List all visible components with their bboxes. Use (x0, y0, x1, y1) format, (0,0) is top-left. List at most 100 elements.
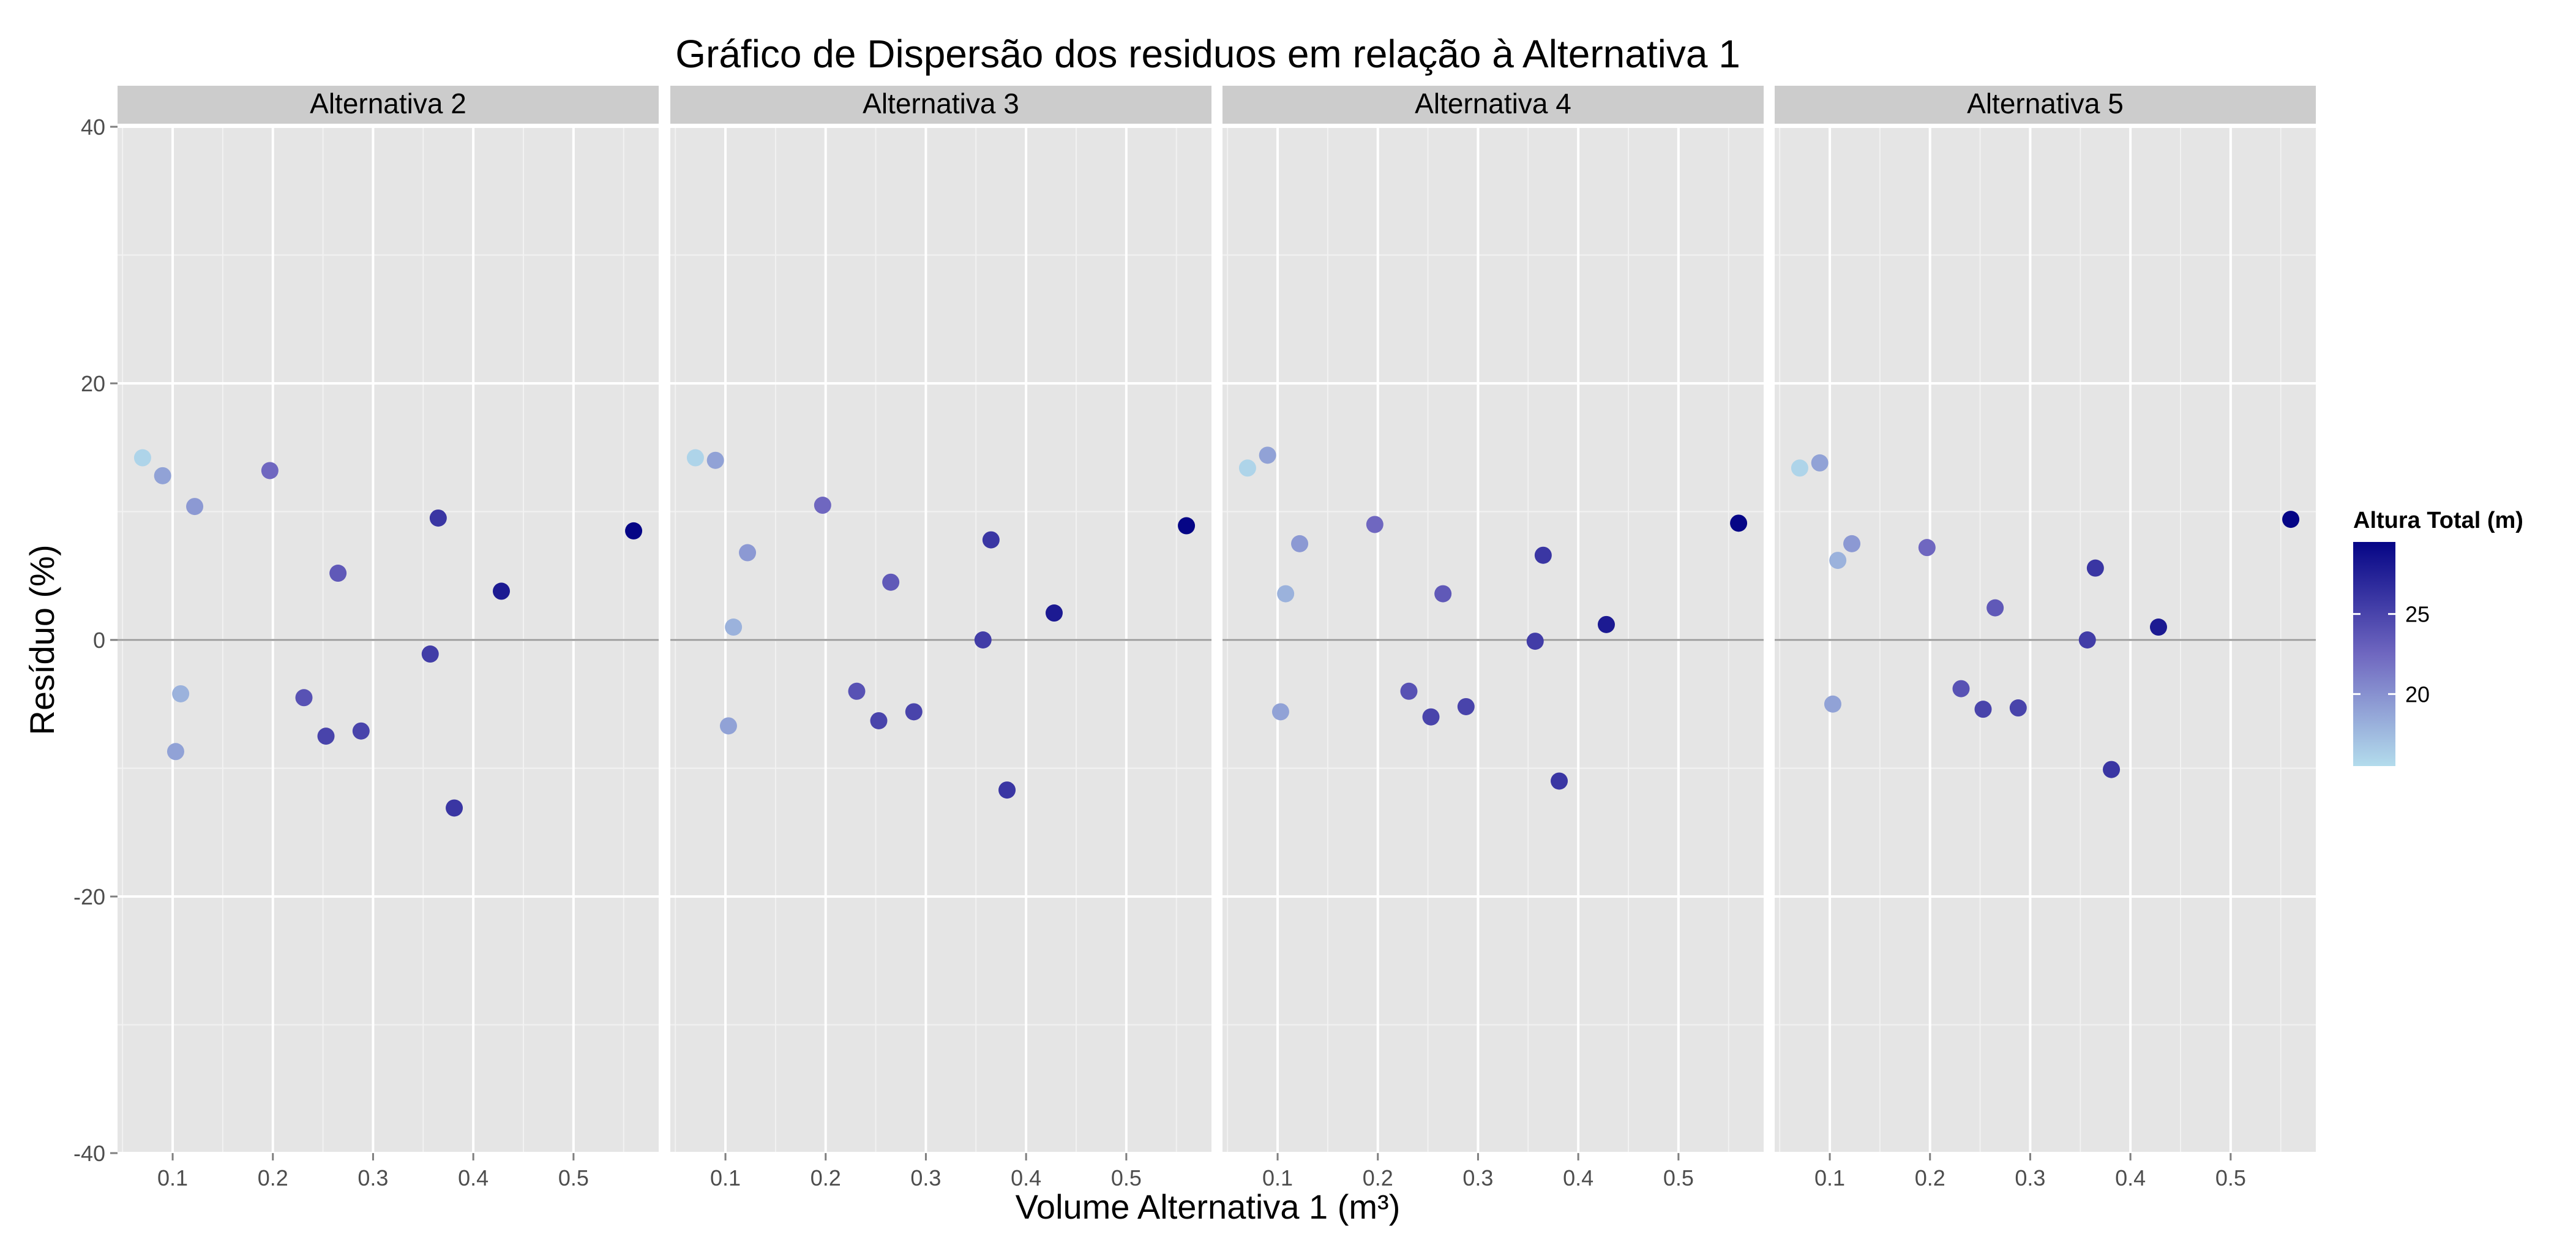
facet-panel: Alternativa 3 0.1 0.2 0.3 0.4 0.5 (670, 86, 1211, 1190)
data-point (1457, 697, 1475, 715)
data-point (848, 682, 866, 700)
x-tick-label: 0.3 (1462, 1165, 1493, 1190)
data-point (1551, 772, 1568, 790)
data-point (1434, 585, 1452, 603)
data-point (1178, 517, 1196, 535)
data-point (154, 467, 171, 484)
data-point (1829, 552, 1847, 570)
y-tick-label: 20 (81, 371, 105, 396)
x-tick-label: 0.4 (2115, 1165, 2146, 1190)
data-point (814, 497, 831, 514)
x-tick-label: 0.2 (1915, 1165, 1945, 1190)
facet-strip (1775, 86, 2316, 124)
legend-tick-label: 25 (2405, 602, 2430, 627)
data-point (1952, 680, 1970, 697)
x-tick-label: 0.2 (811, 1165, 841, 1190)
data-point (1259, 446, 1276, 464)
facet-strip-label: Alternativa 4 (1415, 88, 1571, 119)
x-tick-label: 0.1 (710, 1165, 741, 1190)
data-point (905, 703, 923, 721)
data-point (719, 717, 737, 735)
data-point (1291, 535, 1309, 552)
chart-title: Gráfico de Dispersão dos residuos em rel… (675, 32, 1740, 76)
data-point (998, 781, 1016, 799)
x-tick-label: 0.3 (2015, 1165, 2045, 1190)
y-tick-label: -20 (73, 884, 105, 909)
data-point (625, 522, 643, 540)
facet-strip (1222, 86, 1764, 124)
data-point (739, 544, 757, 562)
data-point (172, 685, 190, 702)
data-point (2078, 631, 2096, 649)
x-tick-label: 0.4 (1011, 1165, 1041, 1190)
data-point (1791, 459, 1808, 477)
data-point (1366, 516, 1383, 533)
data-point (1400, 682, 1418, 700)
data-point (1271, 703, 1289, 721)
data-point (1918, 539, 1936, 557)
data-point (974, 631, 992, 649)
legend-title: Altura Total (m) (2353, 508, 2523, 533)
facet-strip-label: Alternativa 2 (310, 88, 466, 119)
data-point (2149, 618, 2167, 636)
data-point (1811, 454, 1829, 472)
facet-panels: Alternativa 20.1 0.2 0.3 0.4 0.5Alternativa … (73, 86, 2316, 1190)
x-tick-label: 0.2 (1363, 1165, 1393, 1190)
data-point (329, 565, 347, 582)
x-tick-label: 0.1 (1814, 1165, 1845, 1190)
facet-panel: Alternativa 2 0.1 0.2 0.3 0.4 0.5 (118, 86, 659, 1190)
y-tick-label: 0 (93, 628, 105, 653)
data-point (870, 712, 888, 729)
data-point (1843, 535, 1861, 552)
data-point (1422, 708, 1440, 726)
data-point (186, 498, 204, 516)
legend-tick-label: 20 (2405, 682, 2430, 707)
data-point (686, 449, 704, 467)
data-point (2103, 761, 2121, 778)
data-point (1986, 599, 2004, 617)
x-tick-label: 0.5 (558, 1165, 589, 1190)
legend-colorbar (2353, 542, 2395, 766)
x-tick-label: 0.5 (1663, 1165, 1694, 1190)
facet-strip-label: Alternativa 5 (1967, 88, 2124, 119)
data-point (1730, 514, 1748, 532)
data-point (352, 722, 370, 740)
x-tick-label: 0.2 (258, 1165, 288, 1190)
data-point (2009, 699, 2027, 717)
y-tick-label: 40 (81, 115, 105, 140)
data-point (1597, 615, 1615, 633)
facet-panel: Alternativa 4 0.1 0.2 0.3 0.4 0.5 (1222, 86, 1764, 1190)
data-point (982, 531, 1000, 549)
y-tick-label: -40 (73, 1141, 105, 1166)
data-point (1974, 701, 1992, 718)
data-point (1045, 604, 1063, 622)
x-tick-label: 0.3 (910, 1165, 941, 1190)
data-point (261, 462, 279, 479)
data-point (429, 509, 447, 527)
y-axis-label: Resíduo (%) (23, 544, 61, 735)
facet-strip-label: Alternativa 3 (863, 88, 1019, 119)
data-point (2282, 511, 2300, 528)
data-point (1277, 585, 1295, 603)
data-point (133, 449, 151, 467)
data-point (421, 645, 439, 663)
data-point (706, 451, 724, 469)
data-point (446, 799, 463, 817)
facet-strip (670, 86, 1211, 124)
data-point (1526, 633, 1544, 650)
data-point (167, 743, 184, 761)
facet-strip (118, 86, 659, 124)
data-point (1238, 459, 1256, 477)
data-point (2086, 559, 2104, 577)
x-tick-label: 0.4 (1563, 1165, 1593, 1190)
data-point (1534, 546, 1552, 564)
facet-panel: Alternativa 5 0.1 0.2 0.3 0.4 0.5 (1775, 86, 2316, 1190)
x-tick-label: 0.3 (358, 1165, 388, 1190)
x-tick-label: 0.1 (1262, 1165, 1293, 1190)
x-tick-label: 0.5 (1111, 1165, 1142, 1190)
data-point (882, 573, 900, 591)
data-point (725, 618, 743, 636)
